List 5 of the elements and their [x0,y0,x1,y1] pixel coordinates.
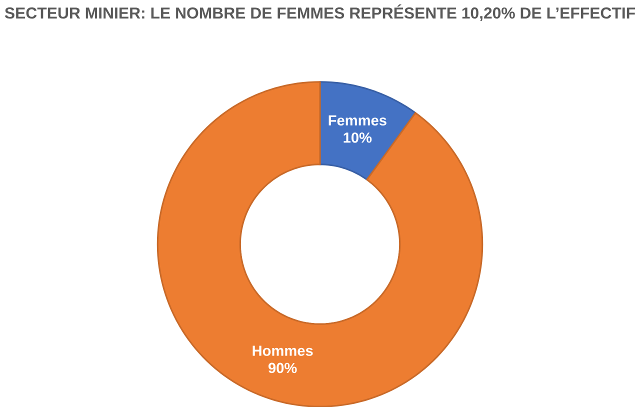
data-label: 10% [344,132,372,143]
slice-label: Hommes [252,346,313,356]
slice-label: Femmes [328,115,386,126]
data-label: 90% [268,362,297,373]
chart-title: SECTEUR MINIER: LE NOMBRE DE FEMMES REPRÉSENTE 10,20% DE L’EFFECTIF [4,4,635,21]
